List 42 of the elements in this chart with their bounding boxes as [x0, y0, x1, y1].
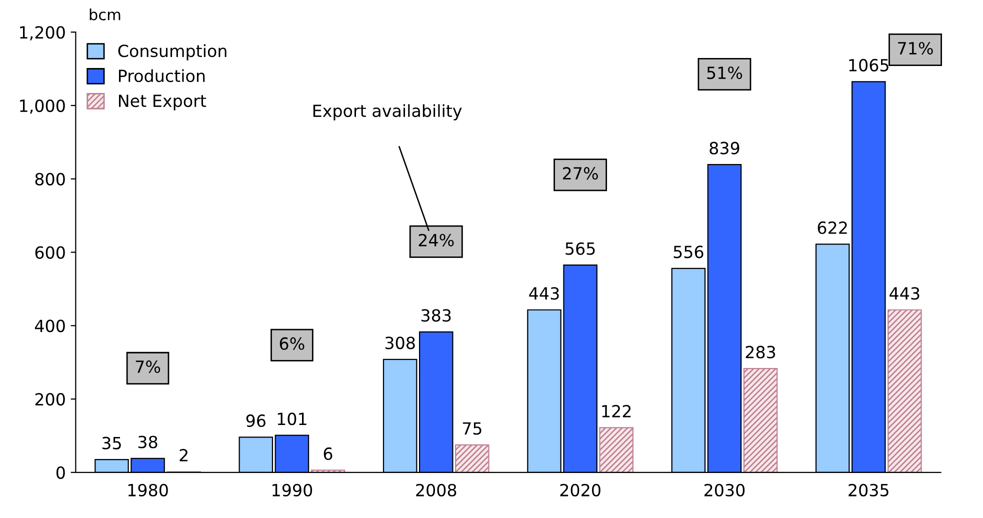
y-tick-label: 1,000	[20, 99, 65, 114]
data-label: 308	[385, 336, 415, 350]
annotation: 71%	[898, 42, 933, 55]
annotation: 27%	[562, 167, 598, 180]
annotation: 51%	[707, 66, 742, 80]
data-label: 383	[421, 309, 451, 322]
data-label: 443	[890, 287, 920, 300]
data-label: 622	[818, 221, 847, 234]
data-label: 443	[529, 287, 559, 300]
data-label: 556	[674, 246, 704, 258]
annotation: Export availability	[313, 104, 462, 120]
data-label: 565	[566, 242, 595, 255]
x-tick-label: 2035	[848, 484, 888, 496]
data-label: 122	[602, 404, 631, 418]
annotation: 24%	[418, 234, 454, 246]
x-tick-label: 1980	[128, 484, 168, 496]
x-tick-label: 2008	[416, 484, 456, 496]
data-label: 38	[138, 436, 158, 448]
legend-label: Net Export	[118, 94, 206, 110]
x-tick-label: 2020	[560, 484, 600, 496]
legend-label: Production	[118, 69, 205, 82]
data-label: 101	[278, 412, 306, 426]
annotation: 6%	[280, 337, 304, 350]
y-tick-label: 1,200	[20, 26, 65, 40]
x-tick-label: 1990	[272, 484, 312, 496]
data-label: 283	[746, 346, 776, 358]
data-label: 6	[324, 447, 332, 460]
y-tick-label: 800	[35, 172, 65, 186]
annotation: 7%	[136, 360, 160, 374]
data-label: 35	[102, 436, 121, 450]
y-axis-title: bcm	[90, 8, 120, 20]
data-label: 75	[462, 422, 482, 435]
data-label: 1065	[849, 58, 888, 72]
y-tick-label: 0	[56, 466, 65, 479]
y-tick-label: 200	[35, 392, 65, 406]
y-tick-label: 400	[34, 320, 65, 332]
x-tick-label: 2030	[704, 484, 745, 496]
data-label: 839	[710, 142, 740, 154]
data-label: 96	[246, 414, 266, 428]
data-label: 2	[180, 448, 188, 462]
y-tick-label: 600	[35, 246, 65, 259]
legend-label: Consumption	[118, 44, 226, 60]
